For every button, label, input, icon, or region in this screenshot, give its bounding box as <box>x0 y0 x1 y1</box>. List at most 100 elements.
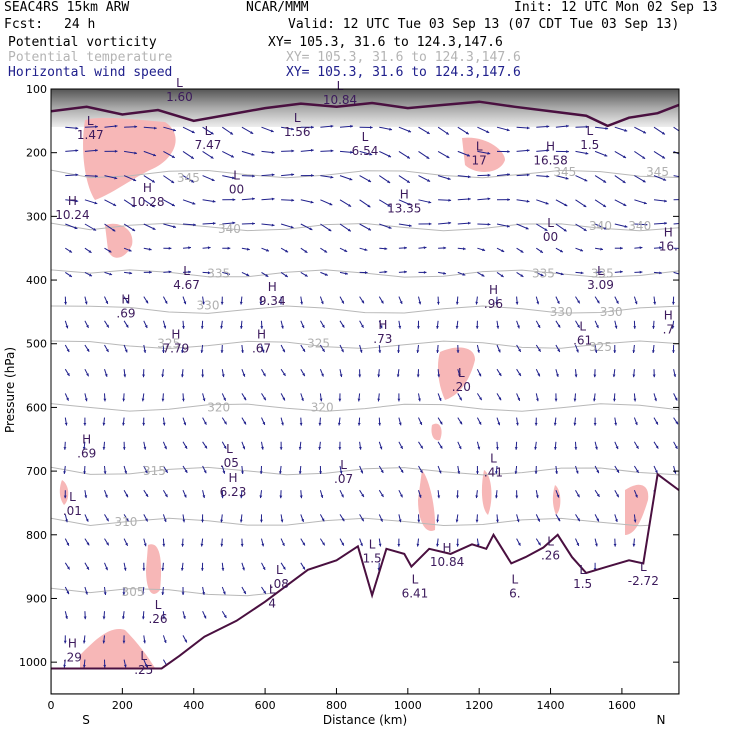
wind-vector-head <box>384 247 388 251</box>
wind-vector-head <box>438 397 442 401</box>
wind-vector-head <box>132 204 135 207</box>
field-xy-wind: XY= 105.3, 31.6 to 124.3,147.6 <box>286 65 521 80</box>
wind-vector-head <box>227 272 230 276</box>
pv-extremum-value: -2.72 <box>628 574 659 588</box>
wind-vector-head <box>357 422 361 426</box>
wind-vector-head <box>563 228 567 232</box>
wind-vector-head <box>624 128 628 132</box>
wind-vector-head <box>241 471 244 474</box>
wind-vector-head <box>575 470 579 474</box>
wind-vector-head <box>93 228 97 231</box>
wind-vector-head <box>664 221 667 225</box>
pv-extremum-value: 10.84 <box>323 93 357 107</box>
wind-vector-head <box>144 470 148 474</box>
wind-vector-head <box>105 300 108 304</box>
wind-vector-head <box>573 398 577 402</box>
wind-vector-head <box>191 130 195 133</box>
wind-vector-head <box>123 664 127 668</box>
wind-vector-head <box>141 398 145 402</box>
wind-vector-head <box>380 518 383 522</box>
pv-extremum-type: L <box>269 582 276 596</box>
wind-vector-head <box>642 156 646 159</box>
wind-vector-head <box>348 204 352 207</box>
wind-vector-head <box>633 326 637 329</box>
wind-vector-head <box>339 374 343 377</box>
wind-vector-head <box>114 124 118 128</box>
wind-vector-head <box>143 446 147 450</box>
wind-vector-head <box>246 273 250 276</box>
wind-vector-head <box>330 149 334 153</box>
wind-vector-head <box>223 397 226 401</box>
wind-vector-head <box>659 271 662 275</box>
wind-vector-head <box>643 201 647 205</box>
wind-vector-head <box>145 518 148 522</box>
wind-vector-head <box>200 326 204 329</box>
wind-vector-head <box>285 249 289 253</box>
pv-extremum-value: .41 <box>484 466 503 480</box>
wind-vector-head <box>152 227 156 230</box>
pv-extremum-value: 16.58 <box>533 154 567 168</box>
pv-extremum-value: 00 <box>543 230 558 244</box>
plot-frame <box>50 88 680 695</box>
wind-vector-head <box>500 274 504 277</box>
wind-vector-head <box>83 423 87 426</box>
pv-extremum-type: H <box>664 226 673 240</box>
pv-extremum-value: 1.5 <box>580 138 599 152</box>
wind-vector-head <box>124 349 128 353</box>
wind-vector-head <box>644 223 648 226</box>
wind-vector-head <box>181 543 185 547</box>
wind-vector-head <box>476 543 480 547</box>
wind-vector-head <box>487 197 491 201</box>
wind-vector-head <box>545 201 549 205</box>
wind-vector-head <box>417 519 421 523</box>
wind-vector-head <box>66 397 69 401</box>
pv-high-region <box>59 480 69 505</box>
wind-vector-head <box>282 397 285 401</box>
wind-vector-head <box>148 247 152 251</box>
wind-vector-head <box>526 199 530 203</box>
wind-vector-head <box>653 301 657 305</box>
wind-vector-head <box>518 373 521 376</box>
pv-extremum-value: .25 <box>134 663 153 677</box>
wind-vector-head <box>360 543 363 547</box>
theta-contour <box>51 517 679 527</box>
wind-vector-head <box>388 154 391 158</box>
wind-vector-head <box>341 542 344 546</box>
wind-vector-head <box>526 126 530 130</box>
theta-contour <box>51 340 679 350</box>
y-tick-label: 800 <box>26 529 47 542</box>
wind-vector-head <box>63 664 66 668</box>
wind-vector-head <box>271 151 275 154</box>
pv-extremum-type: L <box>176 76 183 90</box>
wind-vector-head <box>456 543 460 547</box>
theta-label: 330 <box>197 299 220 313</box>
wind-vector-head <box>161 398 165 402</box>
wind-vector-head <box>173 225 176 229</box>
wind-vector-head <box>462 272 466 276</box>
wind-vector-head <box>330 175 334 179</box>
wind-vector-head <box>181 592 185 595</box>
pv-extremum-value: 00 <box>229 182 244 196</box>
wind-vector-head <box>634 301 638 305</box>
wind-vector-head <box>632 350 636 353</box>
wind-vector-head <box>596 493 600 497</box>
wind-vector-head <box>122 592 126 595</box>
wind-vector-head <box>357 398 361 402</box>
wind-vector-head <box>406 180 410 183</box>
wind-vector-head <box>624 225 628 228</box>
y-tick-label: 600 <box>26 401 47 414</box>
wind-vector-head <box>204 445 207 449</box>
wind-vector-head <box>171 155 175 158</box>
wind-vector-head <box>387 204 391 207</box>
wind-vector-head <box>300 301 303 305</box>
wind-vector-head <box>350 124 353 128</box>
wind-vector-head <box>125 300 129 304</box>
wind-vector-head <box>282 373 286 376</box>
wind-vector-head <box>123 567 127 571</box>
wind-vector-head <box>143 543 147 547</box>
wind-vector-head <box>585 125 589 129</box>
wind-vector-head <box>86 373 89 377</box>
wind-vector-head <box>557 518 561 522</box>
wind-vector-head <box>632 374 636 378</box>
wind-vector-head <box>322 348 325 352</box>
